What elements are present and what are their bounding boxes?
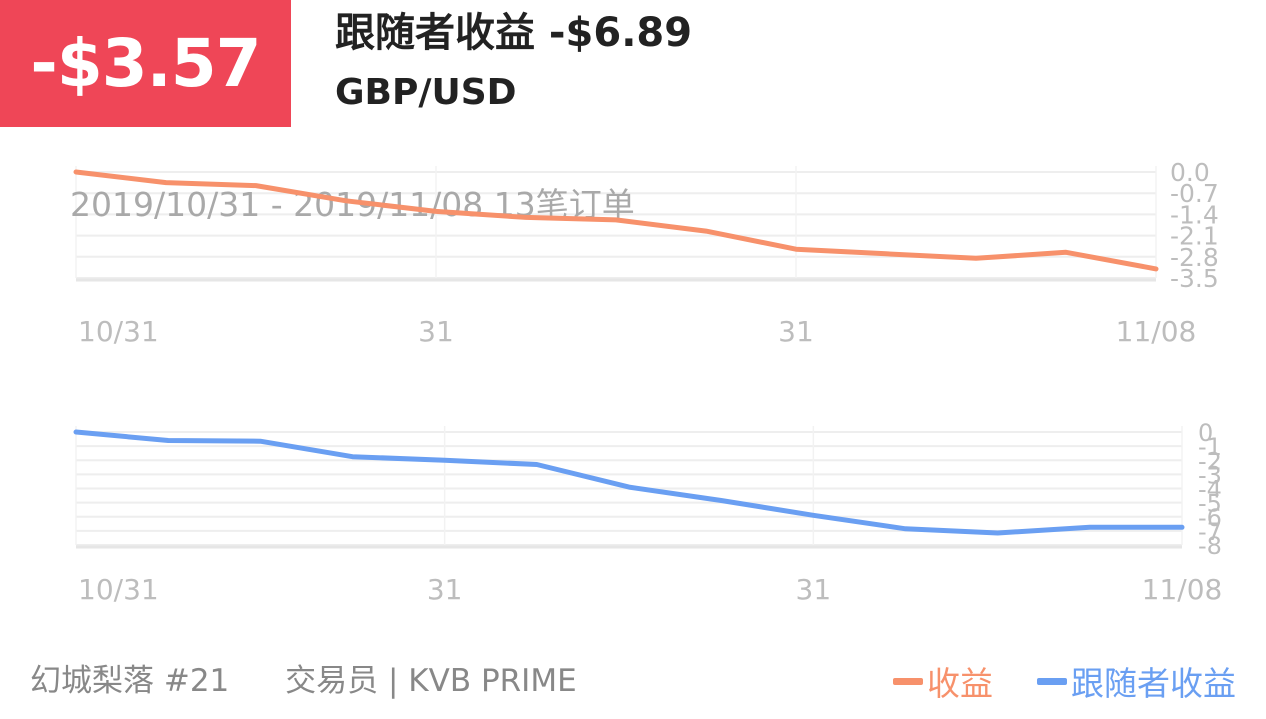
- profit-chart-y-tick-label: -2.1: [1170, 222, 1219, 251]
- legend-swatch-follower: [1037, 677, 1067, 685]
- profit-chart-x-tick-label: 31: [418, 315, 454, 348]
- trader-info: 幻城梨落 #21 交易员 | KVB PRIME: [30, 658, 577, 704]
- profit-chart-y-tick-label: -0.7: [1170, 179, 1219, 208]
- follower-chart-x-tick-label: 10/31: [78, 573, 159, 605]
- follower-chart-x-tick-label: 11/08: [1142, 573, 1223, 605]
- follower-chart-y-tick-label: -4: [1198, 476, 1222, 504]
- profit-chart-y-tick-label: 0.0: [1170, 158, 1210, 187]
- profit-chart-x-tick-label: 10/31: [78, 315, 159, 348]
- trader-role: 交易员 | KVB PRIME: [285, 663, 577, 699]
- follower-chart-y-tick-label: 0: [1198, 419, 1213, 447]
- pnl-badge: -$3.57: [0, 0, 291, 127]
- follower-profit-title: 跟随者收益 -$6.89: [335, 10, 693, 56]
- follower-chart-x-tick-label: 31: [796, 573, 832, 605]
- profit-chart-y-tick-label: -1.4: [1170, 200, 1219, 229]
- legend-swatch-profit: [893, 677, 923, 685]
- legend-item-profit: 收益: [893, 657, 993, 705]
- currency-pair: GBP/USD: [335, 72, 517, 113]
- follower-chart-y-tick-label: -7: [1198, 518, 1222, 546]
- follower-chart-y-tick-label: -8: [1198, 532, 1222, 560]
- follower-chart-series-line: [73, 429, 1185, 536]
- legend: 收益 跟随者收益: [849, 658, 1236, 704]
- profit-chart-x-tick-label: 11/08: [1116, 315, 1197, 348]
- profit-chart-x-tick-label: 31: [778, 315, 814, 348]
- legend-item-follower: 跟随者收益: [1037, 657, 1236, 705]
- profit-chart-y-tick-label: -2.8: [1170, 243, 1219, 272]
- follower-chart-y-tick-label: -5: [1198, 490, 1222, 518]
- follower-chart-y-tick-label: -3: [1198, 461, 1222, 489]
- legend-label-profit: 收益: [927, 664, 993, 703]
- profit-chart-series-line: [73, 169, 1159, 272]
- legend-label-follower: 跟随者收益: [1071, 664, 1236, 703]
- follower-chart-y-tick-label: -1: [1198, 433, 1222, 461]
- follower-chart-y-tick-label: -2: [1198, 447, 1222, 475]
- profit-chart-y-tick-label: -3.5: [1170, 264, 1219, 293]
- follower-chart-x-tick-label: 31: [427, 573, 463, 605]
- trader-name: 幻城梨落 #21: [30, 663, 230, 699]
- profit-chart: 2019/10/31 - 2019/11/08 13笔订单0.0-0.7-1.4…: [70, 158, 1219, 348]
- follower-profit-chart: 0-1-2-3-4-5-6-7-8 10/31 31 31 11/08: [73, 419, 1223, 605]
- follower-chart-y-tick-label: -6: [1198, 504, 1222, 532]
